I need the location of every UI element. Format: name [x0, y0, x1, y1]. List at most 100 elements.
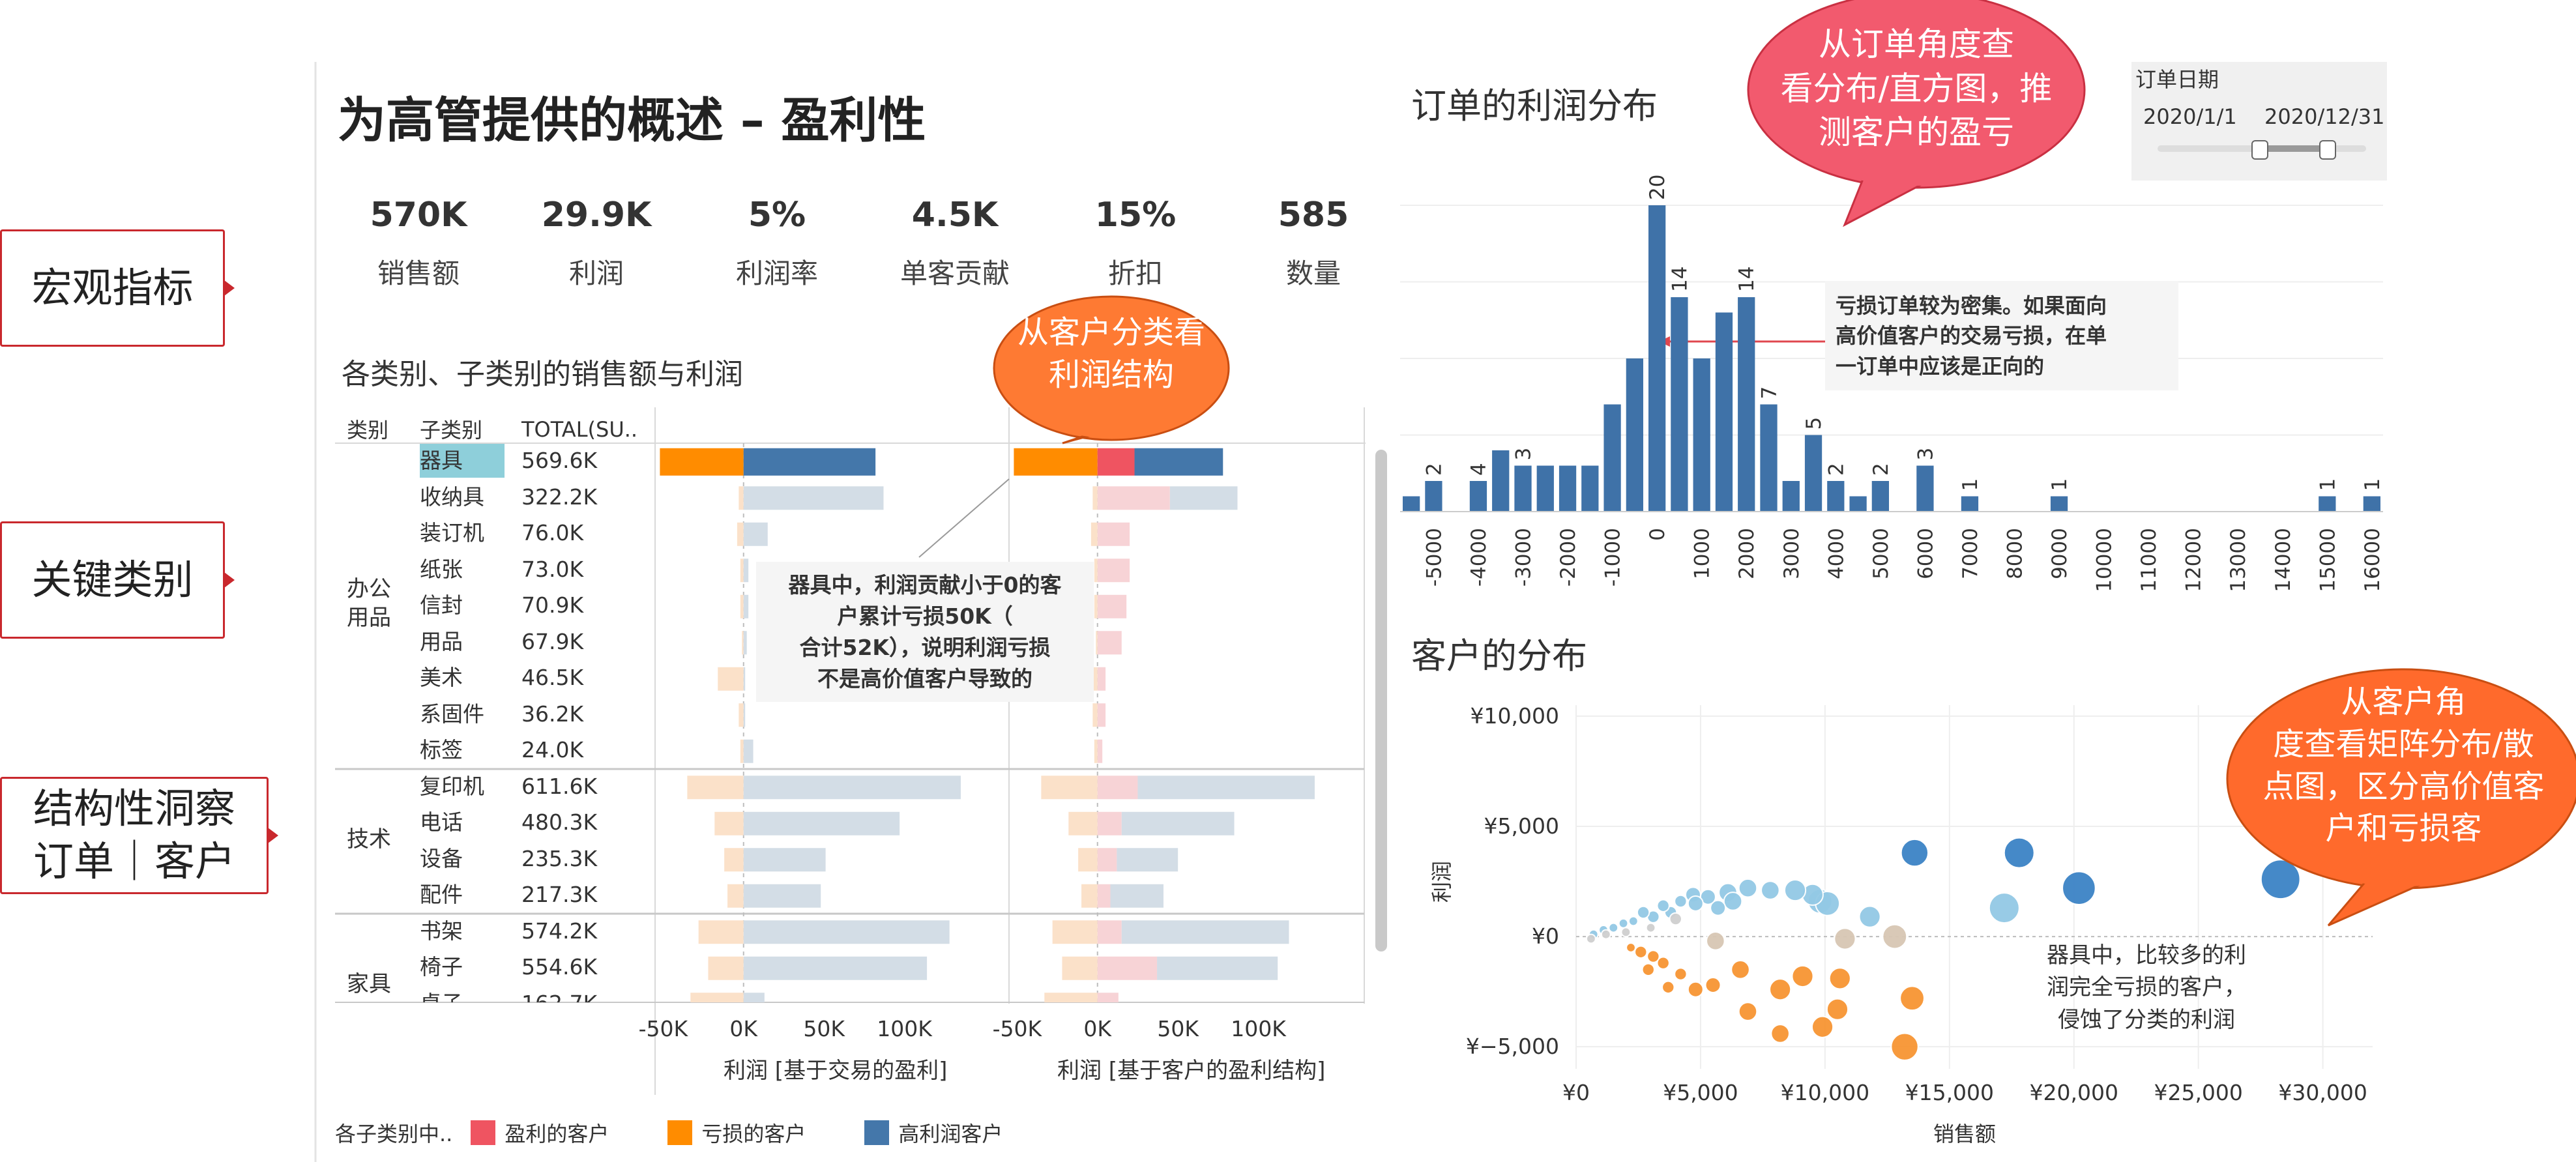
- bar-note-line2: 户累计亏损50K（: [837, 603, 1013, 629]
- subcategory-label[interactable]: 椅子: [420, 954, 463, 980]
- histogram-x-tick: 8000: [2004, 528, 2027, 579]
- bar-note: 器具中，利润贡献小于0的客 户累计亏损50K（ 合计52K），说明利润亏损 不是…: [756, 562, 1094, 703]
- bar-left-gain: [743, 776, 961, 800]
- subcategory-label[interactable]: 标签: [420, 737, 463, 763]
- scatter-point: [1636, 905, 1650, 920]
- histogram-bar: [1804, 435, 1822, 512]
- bar-left-loss: [718, 667, 744, 691]
- kpi-quantity-label: 数量: [1285, 257, 1341, 289]
- subcategory-label[interactable]: 桌子: [420, 987, 505, 1003]
- subcategory-total: 217.3K: [521, 882, 598, 907]
- subcategory-total: 480.3K: [521, 809, 598, 835]
- histogram-x-tick: 13000: [2227, 528, 2250, 592]
- callout-top-line1: 从订单角度查: [1819, 25, 2014, 63]
- subcategory-label[interactable]: 收纳具: [420, 484, 484, 510]
- bar-left-gain: [743, 559, 749, 583]
- date-filter[interactable]: 订单日期 2020/1/1 2020/12/31: [2131, 62, 2387, 181]
- histogram-x-tick: 7000: [1959, 528, 1982, 579]
- subcategory-label[interactable]: 书架: [420, 918, 463, 944]
- subcategory-total: 67.9K: [521, 628, 584, 654]
- kpi-discount: 15% 折扣: [1057, 196, 1214, 291]
- callout-right-line2: 度查看矩阵分布/散: [2273, 725, 2534, 763]
- side-label-macro-text: 宏观指标: [31, 263, 194, 312]
- bar-right-loss: [1096, 631, 1098, 655]
- bar-note-line4: 不是高价值客户导致的: [817, 665, 1032, 691]
- histogram-x-tick: 2000: [1735, 528, 1759, 579]
- subcategory-label[interactable]: 装订机: [420, 520, 484, 545]
- bar-left-gain: [743, 920, 950, 944]
- histogram-data-label: 3: [1914, 448, 1937, 461]
- subcategory-label[interactable]: 用品: [420, 628, 463, 654]
- subcategory-label[interactable]: 电话: [420, 809, 463, 835]
- date-slider-handle-end[interactable]: [2319, 140, 2336, 160]
- kpi-sales: 570K 销售额: [340, 196, 497, 291]
- kpi-margin: 5% 利润率: [699, 196, 855, 291]
- table-scrollbar[interactable]: [1375, 450, 1387, 951]
- bar-note-line1: 器具中，利润贡献小于0的客: [788, 572, 1062, 598]
- scatter-point: [1674, 967, 1688, 981]
- bar-right-high: [1121, 811, 1235, 835]
- bar-right-profit: [1097, 920, 1122, 944]
- kpi-margin-value: 5%: [748, 196, 806, 235]
- subcategory-label[interactable]: 美术: [420, 665, 463, 690]
- bar-right-profit: [1097, 848, 1117, 872]
- bar-left-gain: [743, 667, 746, 691]
- category-office-line2: 用品: [347, 605, 391, 632]
- kpi-per-customer-value: 4.5K: [911, 196, 999, 235]
- histogram-bar: [1514, 465, 1532, 512]
- callout-right-line3: 点图，区分高价值客: [2262, 768, 2545, 805]
- side-label-structural: 结构性洞察 订单｜客户: [0, 777, 269, 894]
- scatter-point: [1834, 927, 1856, 950]
- bar-chart-title: 各类别、子类别的销售额与利润: [342, 358, 743, 391]
- histogram-x-tick: 15000: [2316, 528, 2339, 592]
- scatter-point: [1620, 927, 1632, 938]
- subcategory-label[interactable]: 配件: [420, 882, 463, 907]
- bar-right-profit: [1097, 739, 1103, 763]
- scatter-note-line2: 润完全亏损的客户，: [2047, 974, 2246, 1001]
- histogram-data-label: 14: [1668, 267, 1691, 292]
- category-furniture: 家具: [347, 971, 391, 997]
- histogram-bar: [1782, 481, 1800, 512]
- bar-left-gain: [743, 486, 884, 510]
- bar-left-xlabel: 利润 [基于交易的盈利]: [724, 1058, 948, 1084]
- subcategory-total: 24.0K: [521, 737, 584, 763]
- scatter-point: [1586, 933, 1596, 944]
- scatter-point: [1687, 895, 1704, 912]
- histogram-x-tick: 11000: [2137, 528, 2161, 592]
- scatter-point: [1811, 1015, 1834, 1038]
- subcategory-label[interactable]: 器具: [420, 444, 505, 478]
- scatter-point: [1634, 945, 1648, 959]
- subcategory-total: 554.6K: [521, 954, 598, 980]
- header-subcategory: 子类别: [420, 418, 483, 443]
- histogram-note-line3: 一订单中应该是正向的: [1836, 353, 2045, 379]
- date-filter-title: 订单日期: [2135, 67, 2219, 92]
- bar-right-tick: 100K: [1231, 1016, 1287, 1041]
- callout-right-line1: 从客户角: [2341, 684, 2466, 720]
- scatter-point: [1783, 879, 1807, 902]
- scatter-x-tick: ¥0: [1562, 1080, 1590, 1105]
- bar-right-profit: [1097, 703, 1106, 727]
- date-slider-handle-start[interactable]: [2251, 140, 2268, 160]
- subcategory-label[interactable]: 信封: [420, 592, 463, 618]
- histogram-x-tick: 14000: [2272, 528, 2295, 592]
- bar-right-profit: [1097, 594, 1127, 618]
- scatter-point: [2260, 859, 2301, 900]
- bar-right-high: [1121, 920, 1289, 944]
- subcategory-label[interactable]: 系固件: [420, 701, 484, 727]
- category-office-line1: 办公: [347, 576, 391, 602]
- bar-right-loss: [1094, 739, 1098, 763]
- kpi-per-customer-label: 单客贡献: [900, 257, 1010, 289]
- subcategory-rows: 器具 569.6K 收纳具 322.2K 装订机 76.0K 纸张 73.0K 信封 70.9K 用…: [0, 443, 652, 1002]
- subcategory-total: 70.9K: [521, 592, 584, 618]
- bar-left-gain: [743, 631, 747, 655]
- legend-label-profit: 盈利的客户: [505, 1122, 609, 1146]
- callout-middle-line2: 利润结构: [1048, 356, 1174, 393]
- histogram-data-label: 4: [1467, 463, 1491, 476]
- subcategory-label[interactable]: 复印机: [420, 773, 484, 799]
- histogram-bar: [1760, 404, 1778, 512]
- bar-right-xlabel: 利润 [基于客户的盈利结构]: [1057, 1058, 1326, 1084]
- subcategory-label[interactable]: 设备: [420, 845, 463, 871]
- subcategory-label[interactable]: 纸张: [420, 556, 463, 582]
- header-total: TOTAL(SU..: [521, 417, 638, 442]
